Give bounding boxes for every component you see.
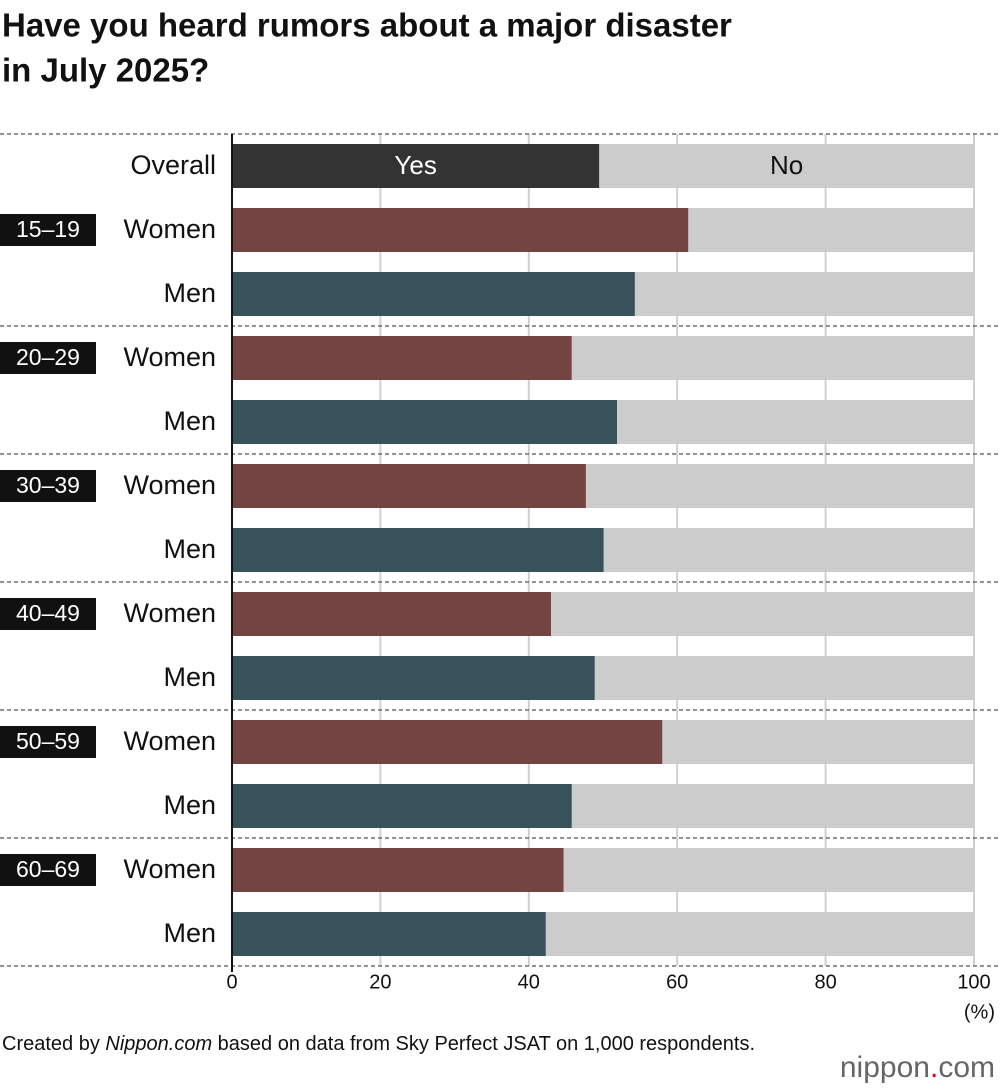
bar-segment (232, 656, 595, 700)
logo-part: nippon (840, 1051, 930, 1084)
logo: nippon.com (840, 1051, 995, 1084)
bar-segment (662, 720, 974, 764)
bar-segment (232, 848, 564, 892)
source-part: based on data from Sky Perfect JSAT on 1… (212, 1033, 756, 1055)
bar-segment (232, 912, 546, 956)
bar-segment (232, 720, 663, 764)
group-label: 20–29 (16, 344, 80, 370)
bar-segment (551, 592, 974, 636)
bar-segment (232, 336, 572, 380)
x-tick-label: 60 (666, 971, 688, 993)
bar-segment (232, 208, 689, 252)
group-label-box (0, 342, 96, 374)
category-label: Men (163, 918, 216, 948)
chart-title: Have you heard rumors about a major disa… (2, 7, 732, 44)
group-label: 40–49 (16, 600, 80, 626)
bar-segment (585, 464, 974, 508)
group-label-box (0, 598, 96, 630)
category-label: Women (123, 726, 216, 756)
group-label-box (0, 214, 96, 246)
bar-segment (571, 784, 974, 828)
x-axis-label: (%) (964, 1001, 995, 1023)
bar-segment (232, 528, 604, 572)
x-tick-label: 20 (369, 971, 391, 993)
bar-segment (232, 400, 618, 444)
bar-segment (617, 400, 974, 444)
category-label: Women (123, 470, 216, 500)
bar-segment (571, 336, 974, 380)
category-label: Women (123, 854, 216, 884)
bar-segment (594, 656, 974, 700)
logo-part: com (938, 1051, 995, 1084)
bar-segment (603, 528, 974, 572)
category-label: Men (163, 406, 216, 436)
category-label: Women (123, 214, 216, 244)
chart-title: in July 2025? (2, 52, 209, 89)
bar-segment (232, 784, 572, 828)
category-label: Men (163, 278, 216, 308)
series-label: Yes (394, 150, 436, 180)
x-tick-label: 0 (226, 971, 237, 993)
source-part: Created by (2, 1033, 106, 1055)
bar-segment (232, 592, 552, 636)
group-label: 15–19 (16, 216, 80, 242)
bar-segment (545, 912, 974, 956)
bar-segment (232, 144, 600, 188)
category-label: Overall (130, 150, 216, 180)
group-label-box (0, 470, 96, 502)
group-label-box (0, 726, 96, 758)
source-note: Created by Nippon.com based on data from… (2, 1030, 762, 1058)
group-label: 60–69 (16, 856, 80, 882)
bar-segment (634, 272, 974, 316)
category-label: Men (163, 534, 216, 564)
bar-segment (563, 848, 974, 892)
category-label: Women (123, 342, 216, 372)
group-label-box (0, 854, 96, 886)
series-label: No (770, 150, 803, 180)
x-tick-label: 100 (957, 971, 990, 993)
x-tick-label: 40 (518, 971, 540, 993)
bar-segment (688, 208, 974, 252)
group-label: 30–39 (16, 472, 80, 498)
category-label: Men (163, 662, 216, 692)
bar-segment (599, 144, 974, 188)
group-label: 50–59 (16, 728, 80, 754)
bar-segment (232, 464, 586, 508)
source-part: Nippon.com (105, 1033, 213, 1055)
x-tick-label: 80 (814, 971, 836, 993)
bar-segment (232, 272, 635, 316)
category-label: Women (123, 598, 216, 628)
logo-part: . (930, 1051, 938, 1084)
category-label: Men (163, 790, 216, 820)
